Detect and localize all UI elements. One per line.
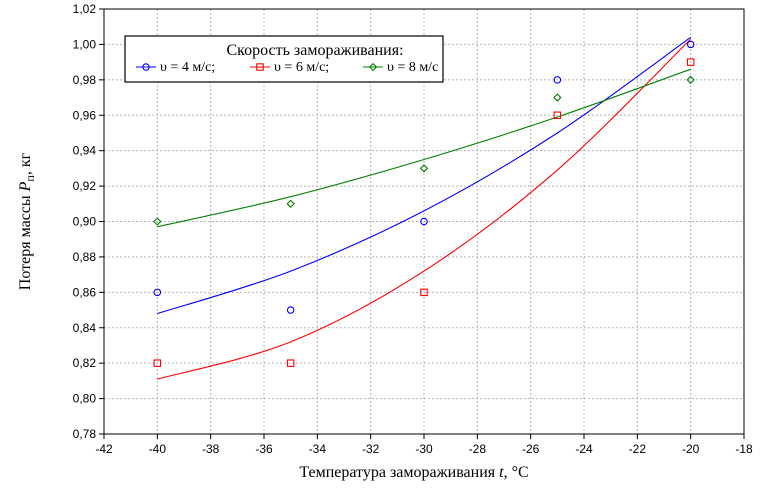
y-tick-label: 0,86 bbox=[73, 285, 97, 299]
y-tick-label: 0,94 bbox=[73, 144, 97, 158]
y-axis-label: Потеря массы Pп, кг bbox=[17, 152, 37, 290]
legend-label-series-1: υ = 4 м/с; bbox=[160, 60, 215, 75]
x-tick-label: -40 bbox=[149, 442, 167, 456]
data-point-series-2 bbox=[686, 58, 695, 66]
legend: Скорость замораживания: υ = 4 м/с; υ = 6 … bbox=[124, 35, 444, 83]
y-tick-label: 0,88 bbox=[73, 250, 97, 264]
y-tick-label: 1,00 bbox=[73, 37, 97, 51]
legend-box bbox=[124, 35, 444, 83]
y-tick-label: 0,98 bbox=[73, 73, 97, 87]
x-tick-label: -42 bbox=[95, 442, 113, 456]
fit-curves bbox=[157, 36, 692, 380]
data-point-series-3 bbox=[419, 164, 429, 173]
y-tick-label: 0,96 bbox=[73, 108, 97, 122]
data-point-series-2 bbox=[420, 288, 428, 297]
x-tick-label: -38 bbox=[202, 442, 220, 456]
data-point-series-3 bbox=[286, 199, 295, 208]
data-point-series-1 bbox=[420, 217, 428, 226]
x-tick-label: -18 bbox=[735, 442, 753, 456]
x-tick-label: -30 bbox=[415, 442, 433, 456]
y-tick-label: 0,90 bbox=[73, 215, 97, 229]
data-point-series-2 bbox=[286, 359, 295, 367]
x-tick-label: -24 bbox=[575, 442, 593, 456]
x-tick-label: -32 bbox=[362, 442, 380, 456]
y-tick-label: 0,82 bbox=[73, 356, 97, 370]
x-tick-label: -20 bbox=[682, 442, 700, 456]
y-axis-ticks: 0,78 0,80 0,82 0,84 0,86 0,88 0,90 0,92 0,94 0,96… bbox=[73, 2, 104, 441]
x-axis-label: Температура замораживания t, °C bbox=[299, 464, 528, 481]
legend-marker-series-3 bbox=[368, 62, 378, 72]
legend-marker-series-1 bbox=[142, 63, 150, 71]
data-point-series-1 bbox=[553, 76, 562, 84]
x-tick-label: -28 bbox=[469, 442, 487, 456]
x-tick-label: -26 bbox=[522, 442, 540, 456]
legend-items: υ = 4 м/с; υ = 6 м/с; υ = 8 м/с bbox=[136, 60, 438, 75]
legend-label-series-2: υ = 6 м/с; bbox=[274, 60, 329, 75]
y-tick-label: 1,02 bbox=[73, 2, 97, 16]
fit-curve-series-3 bbox=[157, 68, 691, 228]
data-point-series-1 bbox=[153, 288, 162, 297]
fit-curve-series-2 bbox=[157, 38, 692, 380]
data-point-series-1 bbox=[686, 40, 695, 49]
data-point-series-2 bbox=[153, 359, 162, 367]
data-point-series-3 bbox=[686, 75, 695, 85]
legend-title: Скорость замораживания: bbox=[226, 42, 403, 59]
y-tick-label: 0,92 bbox=[73, 179, 97, 193]
legend-marker-series-2 bbox=[256, 63, 264, 71]
y-tick-label: 0,80 bbox=[73, 392, 97, 406]
data-points bbox=[153, 40, 695, 367]
x-axis-ticks: -42 -40 -38 -36 -34 -32 -30 -28 -26 -24 -22 -20 -18 bbox=[95, 434, 753, 456]
x-tick-label: -22 bbox=[629, 442, 647, 456]
y-tick-label: 0,84 bbox=[73, 321, 97, 335]
legend-label-series-3: υ = 8 м/с bbox=[387, 60, 438, 75]
data-point-series-3 bbox=[553, 93, 562, 102]
x-tick-label: -36 bbox=[255, 442, 273, 456]
data-point-series-1 bbox=[286, 306, 295, 314]
x-tick-label: -34 bbox=[309, 442, 327, 456]
y-tick-label: 0,78 bbox=[73, 427, 97, 441]
data-point-series-2 bbox=[553, 111, 562, 120]
data-point-series-3 bbox=[153, 217, 162, 226]
